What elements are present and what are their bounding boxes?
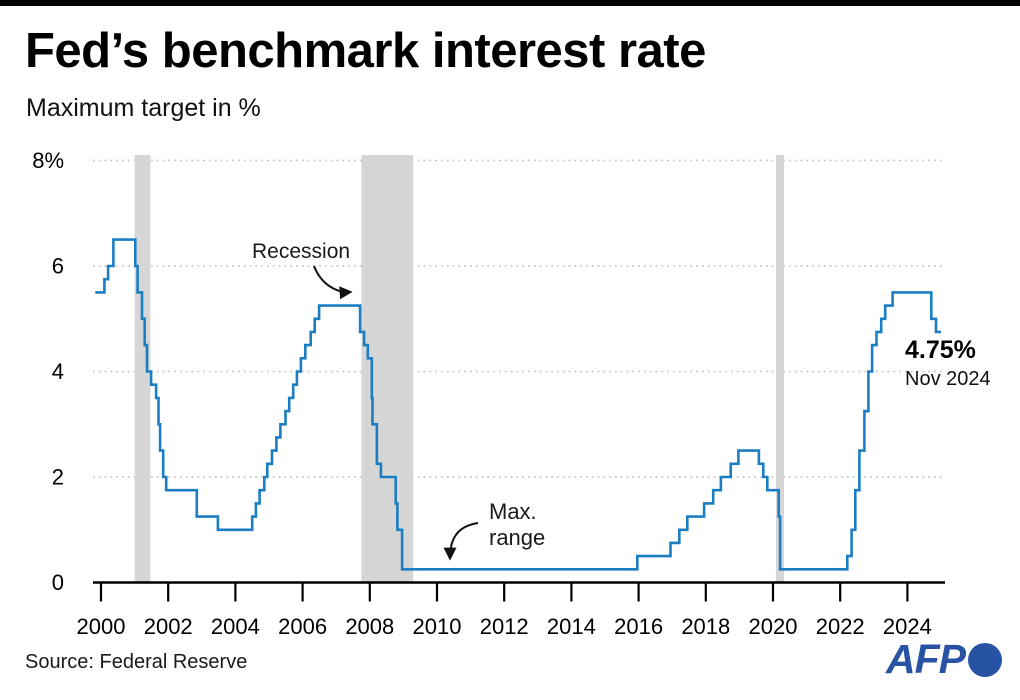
chart-title: Fed’s benchmark interest rate bbox=[25, 24, 706, 78]
y-tick-label-4: 4 bbox=[52, 359, 64, 384]
y-tick-label-8%: 8% bbox=[32, 148, 64, 173]
x-tick-label-2004: 2004 bbox=[211, 614, 260, 639]
x-tick-label-2014: 2014 bbox=[547, 614, 596, 639]
latest-rate-date: Nov 2024 bbox=[905, 368, 991, 390]
x-tick-label-2012: 2012 bbox=[480, 614, 529, 639]
recession-band-1 bbox=[361, 155, 414, 583]
rate-line bbox=[95, 238, 941, 571]
annotation-latest-rate: 4.75% Nov 2024 bbox=[905, 336, 991, 391]
y-tick-label-6: 6 bbox=[52, 254, 64, 279]
max-range-line2: range bbox=[489, 525, 546, 550]
top-border-bar bbox=[0, 0, 1020, 6]
max-range-arrow-icon bbox=[443, 522, 479, 561]
annotation-max-range-label: Max. range bbox=[489, 499, 545, 551]
recession-arrow-icon bbox=[313, 265, 353, 300]
y-tick-label-2: 2 bbox=[52, 465, 64, 490]
x-tick-label-2016: 2016 bbox=[614, 614, 663, 639]
latest-rate-value: 4.75% bbox=[905, 336, 976, 364]
x-tick-label-2008: 2008 bbox=[345, 614, 394, 639]
x-tick-label-2010: 2010 bbox=[413, 614, 462, 639]
recession-band-2 bbox=[776, 155, 785, 583]
source-note: Source: Federal Reserve bbox=[25, 651, 248, 673]
annotation-recession-label: Recession bbox=[252, 240, 351, 263]
afp-logo-text: AFP bbox=[886, 636, 966, 682]
afp-logo: AFP bbox=[886, 636, 1002, 682]
x-tick-label-2000: 2000 bbox=[77, 614, 126, 639]
x-tick-label-2006: 2006 bbox=[278, 614, 327, 639]
max-range-line1: Max. bbox=[489, 499, 537, 524]
x-tick-label-2020: 2020 bbox=[749, 614, 798, 639]
chart-subtitle: Maximum target in % bbox=[26, 94, 261, 122]
x-tick-label-2024: 2024 bbox=[883, 614, 932, 639]
x-tick-label-2018: 2018 bbox=[681, 614, 730, 639]
afp-logo-circle-icon bbox=[968, 643, 1002, 677]
y-tick-label-0: 0 bbox=[52, 570, 64, 595]
recession-band-0 bbox=[134, 155, 151, 583]
x-tick-label-2002: 2002 bbox=[144, 614, 193, 639]
x-tick-label-2022: 2022 bbox=[816, 614, 865, 639]
